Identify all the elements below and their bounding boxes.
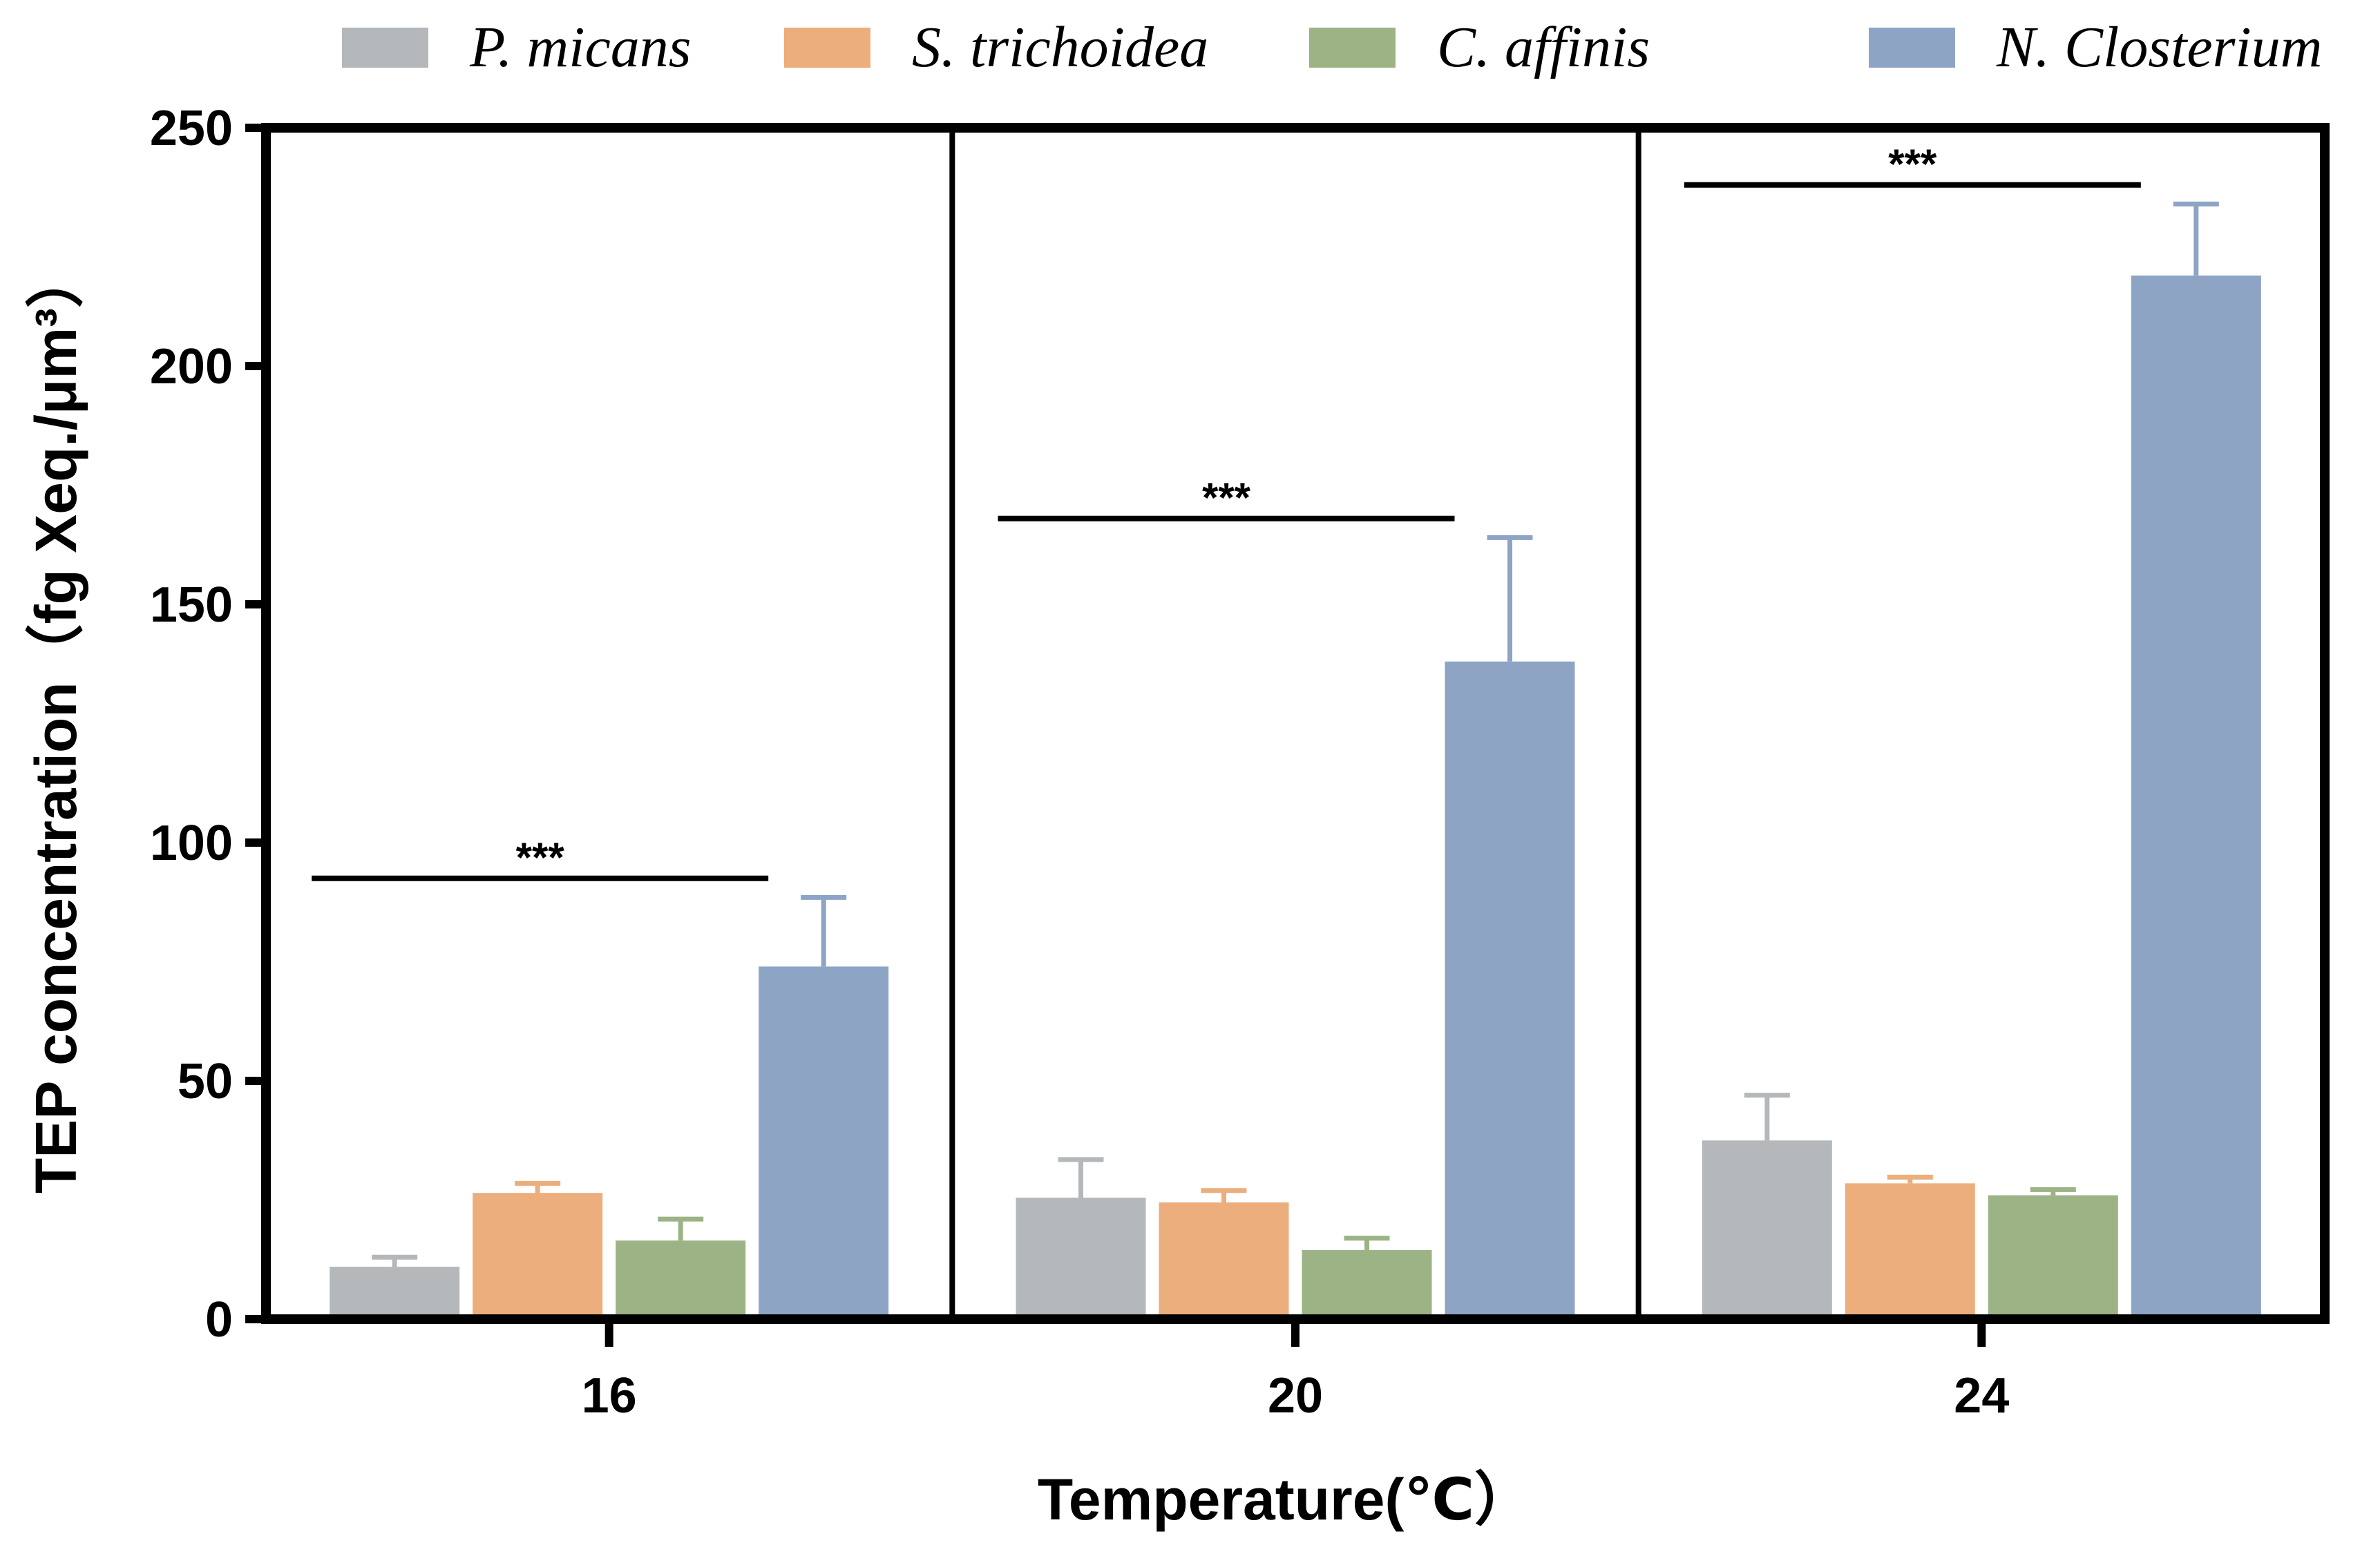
y-tick-label: 200	[150, 339, 233, 394]
bar-24-1	[1845, 1183, 1975, 1319]
bar-20-0	[1016, 1198, 1146, 1319]
bar-16-0	[330, 1267, 460, 1319]
y-tick-label: 0	[205, 1292, 233, 1347]
legend-swatch-1	[784, 28, 870, 68]
plot-frame	[261, 123, 2330, 1324]
legend-swatch-2	[1309, 28, 1396, 68]
bar-24-3	[2131, 275, 2261, 1319]
legend-label-2: C. affinis	[1437, 15, 1650, 79]
bar-20-2	[1302, 1249, 1432, 1319]
bar-24-0	[1702, 1140, 1832, 1319]
y-axis-title: TEP concentration（fg Xeq./μm³）	[23, 250, 88, 1193]
y-tick-label: 250	[150, 101, 233, 156]
y-tick-label: 100	[150, 816, 233, 871]
legend-swatch-3	[1869, 28, 1955, 68]
legend-label-0: P. micans	[469, 15, 691, 79]
x-axis-title: Temperature(℃）	[1038, 1467, 1532, 1532]
legend-label-1: S. trichoidea	[912, 15, 1208, 79]
x-tick-label: 24	[1954, 1368, 2009, 1423]
axes: 0 50 100 150 200 250 16 20 24	[150, 101, 2330, 1423]
legend-swatch-0	[342, 28, 428, 68]
plot-area: *** *** ***	[312, 141, 2261, 1319]
significance-label-16: ***	[516, 834, 565, 881]
significance-label-20: ***	[1202, 474, 1251, 521]
legend-label-3: N. Closterium	[1996, 15, 2322, 79]
y-tick-label: 50	[178, 1054, 233, 1109]
bar-16-1	[473, 1193, 603, 1319]
bar-16-3	[759, 966, 889, 1319]
bar-24-2	[1988, 1195, 2118, 1319]
bar-20-1	[1159, 1202, 1289, 1319]
y-tick-label: 150	[150, 577, 233, 633]
bar-16-2	[616, 1240, 746, 1319]
x-tick-label: 20	[1268, 1368, 1323, 1423]
significance-label-24: ***	[1888, 141, 1937, 187]
legend: P. micans S. trichoidea C. affinis N. Clost…	[342, 15, 2322, 79]
x-tick-label: 16	[582, 1368, 637, 1423]
bar-20-3	[1445, 661, 1575, 1319]
